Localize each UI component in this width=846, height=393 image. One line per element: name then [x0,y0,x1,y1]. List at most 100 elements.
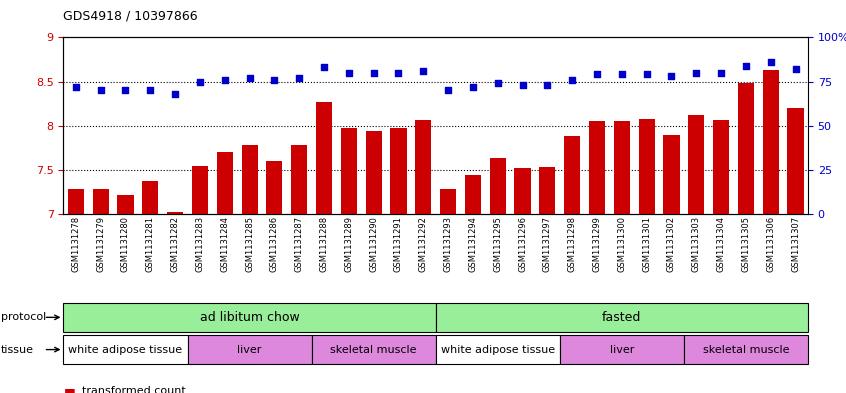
Text: white adipose tissue: white adipose tissue [441,345,555,354]
Point [516,82,530,88]
Text: GSM1131303: GSM1131303 [692,216,700,272]
Text: GSM1131296: GSM1131296 [518,216,527,272]
Bar [788,108,804,214]
Bar [311,335,436,364]
Text: skeletal muscle: skeletal muscle [331,345,417,354]
Bar [663,134,679,214]
Point [193,79,206,85]
Text: GSM1131297: GSM1131297 [543,216,552,272]
Point [565,77,579,83]
Bar [217,152,233,214]
Point [416,68,430,74]
Text: GSM1131300: GSM1131300 [618,216,626,272]
Text: GSM1131307: GSM1131307 [791,216,800,272]
Text: GSM1131301: GSM1131301 [642,216,651,272]
Bar [192,165,208,214]
Text: GSM1131304: GSM1131304 [717,216,726,272]
Text: GSM1131291: GSM1131291 [394,216,403,272]
Text: GSM1131292: GSM1131292 [419,216,428,272]
Text: skeletal muscle: skeletal muscle [703,345,789,354]
Bar [514,168,530,214]
Text: liver: liver [610,345,634,354]
Text: GSM1131289: GSM1131289 [344,216,354,272]
Point [94,87,107,94]
Text: GSM1131302: GSM1131302 [667,216,676,272]
Bar [684,335,808,364]
Text: protocol: protocol [1,312,46,322]
Text: fasted: fasted [602,311,641,324]
Point [118,87,132,94]
Point [267,77,281,83]
Bar [464,175,481,214]
Bar [589,121,605,214]
Text: GSM1131280: GSM1131280 [121,216,130,272]
Bar [142,181,158,214]
Text: GSM1131288: GSM1131288 [320,216,328,272]
Point [243,75,256,81]
Point [491,80,504,86]
Point [168,91,182,97]
Text: GDS4918 / 10397866: GDS4918 / 10397866 [63,10,198,23]
Text: GSM1131290: GSM1131290 [369,216,378,272]
Bar [188,335,311,364]
Point [764,59,777,65]
Bar [92,189,109,214]
Point [739,62,753,69]
Bar [560,335,684,364]
Bar [68,189,84,214]
Bar [341,129,357,214]
Bar [241,145,258,214]
Bar [564,136,580,214]
Text: GSM1131293: GSM1131293 [443,216,453,272]
Text: ■: ■ [63,386,75,393]
Text: GSM1131306: GSM1131306 [766,216,775,272]
Text: GSM1131305: GSM1131305 [741,216,750,272]
Text: GSM1131287: GSM1131287 [294,216,304,272]
Point [591,71,604,77]
Bar [365,131,382,214]
Bar [436,335,560,364]
Point [367,70,381,76]
Bar [390,127,407,214]
Bar [688,115,705,214]
Point [317,64,331,71]
Text: GSM1131295: GSM1131295 [493,216,503,272]
Bar [639,119,655,214]
Point [144,87,157,94]
Text: GSM1131282: GSM1131282 [171,216,179,272]
Bar [713,119,729,214]
Bar [63,303,436,332]
Point [665,73,678,79]
Text: liver: liver [238,345,261,354]
Bar [440,189,456,214]
Text: GSM1131294: GSM1131294 [469,216,477,272]
Bar [118,195,134,214]
Point [69,84,83,90]
Point [442,87,455,94]
Text: GSM1131286: GSM1131286 [270,216,279,272]
Bar [291,145,307,214]
Bar [415,119,431,214]
Text: tissue: tissue [1,345,34,354]
Bar [613,121,630,214]
Point [788,66,802,72]
Bar [63,335,188,364]
Point [541,82,554,88]
Text: GSM1131299: GSM1131299 [592,216,602,272]
Text: GSM1131283: GSM1131283 [195,216,205,272]
Point [689,70,703,76]
Point [615,71,629,77]
Point [342,70,355,76]
Bar [490,158,506,214]
Text: GSM1131298: GSM1131298 [568,216,577,272]
Text: GSM1131285: GSM1131285 [245,216,254,272]
Text: GSM1131279: GSM1131279 [96,216,105,272]
Point [218,77,232,83]
Text: white adipose tissue: white adipose tissue [69,345,183,354]
Bar [436,303,808,332]
Bar [167,213,184,214]
Text: GSM1131281: GSM1131281 [146,216,155,272]
Point [466,84,480,90]
Bar [539,167,556,214]
Text: transformed count: transformed count [82,386,186,393]
